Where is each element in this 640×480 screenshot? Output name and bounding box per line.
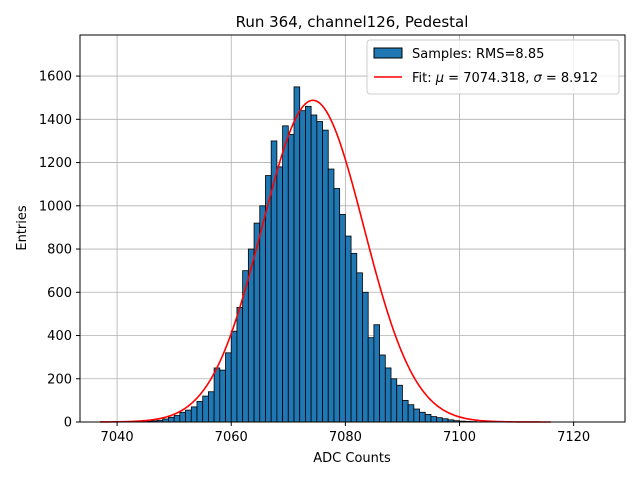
y-tick-label: 600: [47, 286, 72, 301]
y-tick-label: 400: [47, 329, 72, 344]
histogram-bar: [293, 86, 301, 423]
x-axis-ticks: 7040 7060 7080 7100 7120: [101, 422, 590, 445]
x-tick-label: 7060: [215, 430, 248, 445]
histogram-bar: [384, 367, 392, 423]
histogram-bar: [373, 324, 381, 423]
histogram-bar: [316, 121, 323, 423]
histogram-bar: [287, 134, 295, 423]
histogram-bar: [402, 399, 409, 423]
histogram-bar: [259, 205, 266, 423]
histogram-bar: [219, 369, 226, 423]
histogram-bar: [413, 408, 420, 423]
histogram-bar: [424, 414, 432, 423]
histogram-bar: [430, 416, 438, 423]
histogram-bar: [202, 395, 209, 423]
histogram-bar: [213, 367, 221, 423]
chart-title: Run 364, channel126, Pedestal: [236, 13, 469, 31]
plot-frame: [79, 34, 626, 423]
histogram-bar: [362, 291, 369, 423]
histogram-bar: [396, 384, 403, 423]
histogram-bar: [350, 252, 358, 423]
histogram-bar: [299, 110, 306, 423]
y-tick-label: 800: [47, 243, 72, 258]
histogram-bar: [322, 129, 329, 423]
y-tick-label: 1400: [39, 113, 72, 128]
histogram-bar: [190, 406, 198, 423]
fit-curve-group: [99, 99, 551, 423]
legend-fit-prefix: Fit:: [412, 71, 436, 86]
histogram-bar: [276, 166, 283, 423]
histogram-bar: [356, 272, 363, 423]
y-tick-label: 200: [47, 372, 72, 387]
x-tick-label: 7080: [329, 430, 362, 445]
histogram-bar: [282, 125, 289, 423]
histogram-bar: [179, 411, 186, 423]
histogram-bar: [390, 378, 398, 423]
legend-fit-sigma-value: = 8.912: [542, 71, 598, 86]
legend: Samples: RMS=8.85 Fit: μ = 7074.318, σ =…: [366, 39, 620, 95]
histogram-bar: [379, 354, 386, 423]
histogram-bar: [196, 401, 204, 423]
y-tick-label: 0: [64, 416, 72, 431]
histogram-bar: [168, 416, 175, 423]
histogram-bar: [339, 214, 346, 423]
histogram-bar: [419, 411, 426, 423]
histogram-bar: [344, 235, 352, 423]
histogram-bar: [230, 330, 238, 423]
x-axis-label: ADC Counts: [313, 451, 391, 466]
histogram-bar: [333, 188, 341, 423]
y-tick-label: 1000: [39, 199, 72, 214]
legend-fit-mu-symbol: μ: [435, 71, 444, 86]
histogram-bar: [185, 409, 192, 423]
histogram-bar: [310, 114, 318, 423]
histogram-bar: [407, 404, 415, 423]
histogram-bar: [208, 391, 215, 423]
x-tick-label: 7040: [101, 430, 134, 445]
histogram-bar: [173, 415, 181, 423]
histogram-bar: [367, 337, 375, 423]
y-axis-ticks: 0 200 400 600 800 1000 1200 1400 1600: [39, 70, 80, 431]
histogram-bar: [225, 352, 232, 423]
legend-box: [366, 39, 620, 95]
fit-curve: [99, 99, 551, 423]
y-tick-label: 1200: [39, 156, 72, 171]
histogram-bar: [436, 417, 443, 423]
x-tick-label: 7100: [443, 430, 476, 445]
legend-label-fit: Fit: μ = 7074.318, σ = 8.912: [412, 71, 598, 86]
legend-fit-sigma-symbol: σ: [534, 71, 543, 86]
histogram-bar: [305, 105, 312, 423]
y-tick-label: 1600: [39, 70, 72, 85]
histogram-bar: [236, 307, 244, 423]
y-axis-label: Entries: [15, 205, 30, 251]
histogram-bar: [327, 168, 335, 423]
legend-swatch-samples: [373, 47, 403, 59]
x-tick-label: 7120: [557, 430, 590, 445]
legend-fit-mu-value: = 7074.318,: [444, 71, 533, 86]
legend-label-samples: Samples: RMS=8.85: [412, 47, 544, 62]
